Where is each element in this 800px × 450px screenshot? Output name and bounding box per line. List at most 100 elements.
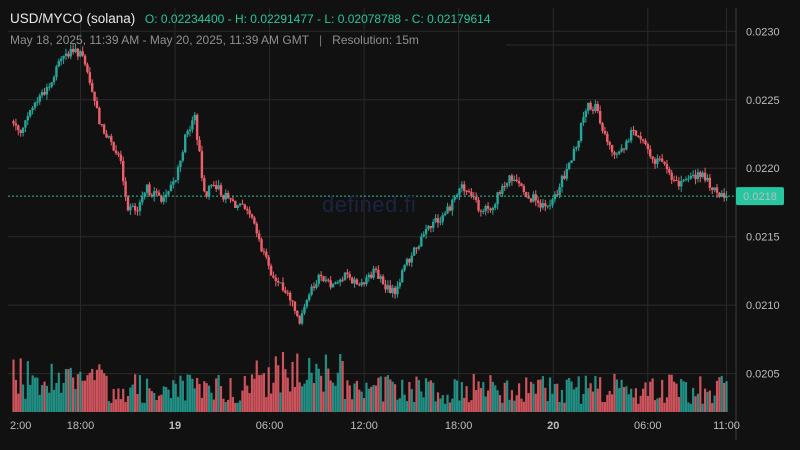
candle-body [343,272,347,280]
candle-body [102,124,106,134]
candle-body [71,48,75,53]
volume-bar [131,384,134,412]
candle-body [567,163,571,170]
candle-body [637,135,640,137]
volume-bar [138,375,142,412]
volume-bar [210,392,213,412]
volume-bar [637,403,640,412]
volume-bar [439,398,442,412]
candle-body [384,284,387,290]
candle-body [546,205,549,207]
volume-bar [420,391,423,412]
candle-body [381,276,385,285]
volume-bar [24,398,27,412]
candle-body [372,268,375,278]
volume-bar [107,401,111,412]
candle-body [670,172,673,180]
candle-body [596,103,599,112]
candle-body [205,191,208,197]
volume-bar [203,381,206,412]
candle-body [253,217,256,224]
volume-bar [429,380,432,412]
candle-body [536,200,540,203]
candle-body [327,279,330,281]
volume-bar [224,402,227,412]
volume-bar [117,388,120,412]
candle-body [365,277,368,285]
candle-body [291,300,294,302]
volume-bar [665,397,669,412]
volume-bar [522,401,525,412]
candle-body [634,130,638,136]
price-axis[interactable]: 0.0230 0.0225 0.0220 0.0215 0.0210 0.0205 0.02… [736,26,784,381]
ohlc-readout: O: 0.02234400 - H: 0.02291477 - L: 0.020… [144,12,491,26]
volume-bar [589,383,592,412]
volume-bar [546,401,549,412]
candle-body [477,199,480,211]
candle-body [100,124,103,126]
candle-body [529,198,533,202]
candle-body [374,268,378,270]
volume-bar [155,399,158,412]
volume-bar [103,373,106,412]
candle-body [167,191,170,195]
volume-bar [515,395,518,412]
candle-body [713,187,716,190]
volume-bar [172,380,175,412]
candle-body [691,174,695,176]
candle-body [119,154,123,161]
volume-bar [661,379,664,412]
volume-bar [298,382,301,412]
volume-bar [656,398,659,412]
volume-bar [377,377,380,412]
volume-bar [191,378,194,412]
volume-bar [677,396,680,412]
candle-body [226,192,230,199]
candle-body [74,48,77,53]
candle-body [367,274,371,278]
candle-body [575,147,578,149]
volume-bar [279,392,282,412]
volume-bar [269,393,273,412]
candle-body [420,236,423,247]
candle-body [277,280,280,283]
time-axis[interactable]: 2:00 18:00 19 06:00 12:00 18:00 20 06:00 11:00 [10,420,740,432]
volume-bar [708,390,711,412]
volume-bar [663,402,666,412]
candle-body [60,58,63,61]
volume-bar [410,389,413,412]
volume-bar [389,379,392,412]
candle-body [362,282,366,285]
volume-bar [644,382,647,412]
candle-body [98,107,101,125]
volume-bar [100,369,103,412]
volume-bar [596,388,599,412]
candle-body [601,123,604,131]
volume-bar [248,393,251,412]
volume-bar [17,393,20,412]
time-tick-label: 06:00 [634,420,662,432]
volume-bar [372,384,375,412]
volume-bar [119,399,122,412]
volume-bar [384,376,387,412]
candle-body [17,125,20,130]
candle-body [269,265,273,276]
candle-body [250,214,254,218]
volume-bar [622,387,626,412]
candle-body [386,285,390,290]
candle-body [494,204,497,208]
volume-bar [122,388,125,412]
volume-bar [69,367,72,412]
volume-bar [167,389,170,412]
volume-bar [701,403,704,412]
candle-body [446,206,449,214]
candle-body [424,229,428,235]
candle-body [300,313,304,324]
volume-bar [200,397,204,412]
candle-body [21,127,25,134]
candle-body [408,258,411,263]
candle-body [682,179,685,182]
volume-bar [615,379,618,412]
volume-bar [362,398,366,412]
